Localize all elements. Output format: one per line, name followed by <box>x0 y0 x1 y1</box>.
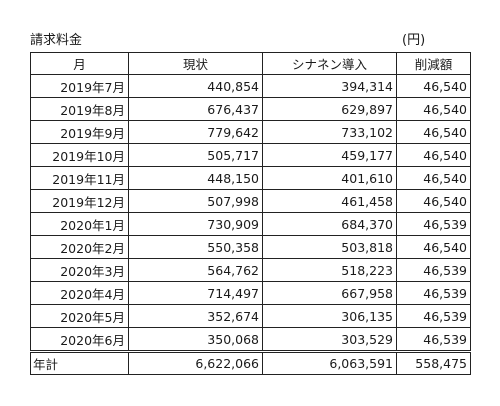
table-row: 2020年2月 550,358 503,818 46,540 <box>30 235 471 259</box>
cell-reduction[interactable]: 46,539 <box>396 258 471 282</box>
cell-reduction[interactable]: 46,539 <box>396 212 471 236</box>
cell-new[interactable]: 518,223 <box>262 258 397 282</box>
cell-new[interactable]: 394,314 <box>262 74 397 98</box>
cell-reduction[interactable]: 46,540 <box>396 166 471 190</box>
header-new[interactable]: シナネン導入 <box>262 52 397 75</box>
table-row: 2020年3月 564,762 518,223 46,539 <box>30 258 471 282</box>
total-reduction[interactable]: 558,475 <box>396 350 471 375</box>
table-row: 2020年1月 730,909 684,370 46,539 <box>30 212 471 236</box>
cell-reduction[interactable]: 46,539 <box>396 281 471 305</box>
cell-month[interactable]: 2020年5月 <box>30 304 129 328</box>
cell-current[interactable]: 779,642 <box>128 120 263 144</box>
cell-new[interactable]: 459,177 <box>262 143 397 167</box>
cell-current[interactable]: 730,909 <box>128 212 263 236</box>
cell-new[interactable]: 684,370 <box>262 212 397 236</box>
cell-current[interactable]: 564,762 <box>128 258 263 282</box>
total-current[interactable]: 6,622,066 <box>128 350 263 375</box>
cell-reduction[interactable]: 46,540 <box>396 235 471 259</box>
table-row: 2019年8月 676,437 629,897 46,540 <box>30 97 471 121</box>
cell-new[interactable]: 306,135 <box>262 304 397 328</box>
cell-new[interactable]: 303,529 <box>262 327 397 352</box>
cell-month[interactable]: 2020年1月 <box>30 212 129 236</box>
header-current[interactable]: 現状 <box>128 52 263 75</box>
cell-month[interactable]: 2020年6月 <box>30 327 129 352</box>
cell-current[interactable]: 714,497 <box>128 281 263 305</box>
total-new[interactable]: 6,063,591 <box>262 350 397 375</box>
cell-month[interactable]: 2020年3月 <box>30 258 129 282</box>
cell-current[interactable]: 550,358 <box>128 235 263 259</box>
table-row: 2020年4月 714,497 667,958 46,539 <box>30 281 471 305</box>
header-row: 月 現状 シナネン導入 削減額 <box>30 52 471 75</box>
cell-reduction[interactable]: 46,540 <box>396 143 471 167</box>
cell-reduction[interactable]: 46,539 <box>396 327 471 352</box>
cell-current[interactable]: 448,150 <box>128 166 263 190</box>
cell-month[interactable]: 2019年7月 <box>30 74 129 98</box>
cell-new[interactable]: 461,458 <box>262 189 397 213</box>
table-row: 2019年11月 448,150 401,610 46,540 <box>30 166 471 190</box>
cell-current[interactable]: 505,717 <box>128 143 263 167</box>
cell-reduction[interactable]: 46,540 <box>396 97 471 121</box>
cell-new[interactable]: 629,897 <box>262 97 397 121</box>
table-row: 2020年5月 352,674 306,135 46,539 <box>30 304 471 328</box>
cell-new[interactable]: 503,818 <box>262 235 397 259</box>
unit-label: (円) <box>402 33 426 48</box>
cell-month[interactable]: 2020年2月 <box>30 235 129 259</box>
billing-table: 月 現状 シナネン導入 削減額 2019年7月 440,854 394,314 46,… <box>30 52 471 375</box>
table-row: 2019年10月 505,717 459,177 46,540 <box>30 143 471 167</box>
cell-current[interactable]: 440,854 <box>128 74 263 98</box>
table-row: 2019年7月 440,854 394,314 46,540 <box>30 74 471 98</box>
cell-reduction[interactable]: 46,540 <box>396 120 471 144</box>
cell-month[interactable]: 2019年11月 <box>30 166 129 190</box>
cell-month[interactable]: 2019年8月 <box>30 97 129 121</box>
header-month[interactable]: 月 <box>30 52 129 75</box>
cell-reduction[interactable]: 46,540 <box>396 189 471 213</box>
table-row: 2019年12月 507,998 461,458 46,540 <box>30 189 471 213</box>
sheet-title: 請求料金 <box>30 33 83 48</box>
total-label[interactable]: 年計 <box>30 350 129 375</box>
cell-new[interactable]: 401,610 <box>262 166 397 190</box>
table-row: 2020年6月 350,068 303,529 46,539 <box>30 327 471 352</box>
cell-new[interactable]: 733,102 <box>262 120 397 144</box>
cell-month[interactable]: 2019年12月 <box>30 189 129 213</box>
cell-month[interactable]: 2019年10月 <box>30 143 129 167</box>
cell-new[interactable]: 667,958 <box>262 281 397 305</box>
table-row: 2019年9月 779,642 733,102 46,540 <box>30 120 471 144</box>
cell-current[interactable]: 676,437 <box>128 97 263 121</box>
cell-current[interactable]: 350,068 <box>128 327 263 352</box>
cell-current[interactable]: 352,674 <box>128 304 263 328</box>
cell-month[interactable]: 2019年9月 <box>30 120 129 144</box>
total-row: 年計 6,622,066 6,063,591 558,475 <box>30 350 471 375</box>
header-reduction[interactable]: 削減額 <box>396 52 471 75</box>
cell-month[interactable]: 2020年4月 <box>30 281 129 305</box>
cell-reduction[interactable]: 46,540 <box>396 74 471 98</box>
cell-current[interactable]: 507,998 <box>128 189 263 213</box>
cell-reduction[interactable]: 46,539 <box>396 304 471 328</box>
